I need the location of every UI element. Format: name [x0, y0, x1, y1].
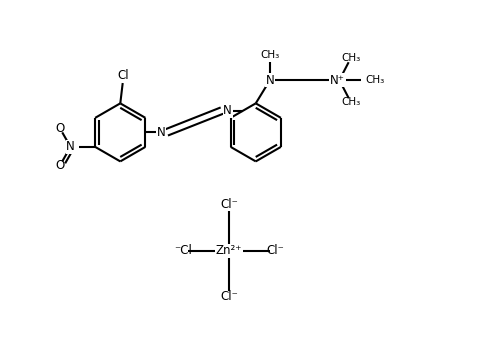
Text: N: N: [157, 126, 166, 139]
Text: Zn²⁺: Zn²⁺: [216, 244, 243, 257]
Text: N⁺: N⁺: [330, 74, 345, 87]
Text: O: O: [55, 159, 65, 172]
Text: N: N: [223, 104, 232, 117]
Text: Cl: Cl: [117, 69, 129, 82]
Text: N: N: [266, 74, 275, 87]
Text: CH₃: CH₃: [341, 97, 361, 107]
Text: O: O: [55, 122, 65, 135]
Text: N: N: [66, 141, 75, 153]
Text: Cl⁻: Cl⁻: [220, 290, 238, 303]
Text: Cl⁻: Cl⁻: [266, 244, 284, 257]
Text: CH₃: CH₃: [366, 75, 385, 85]
Text: ⁻Cl: ⁻Cl: [174, 244, 192, 257]
Text: CH₃: CH₃: [341, 53, 361, 64]
Text: CH₃: CH₃: [260, 50, 280, 60]
Text: Cl⁻: Cl⁻: [220, 198, 238, 211]
